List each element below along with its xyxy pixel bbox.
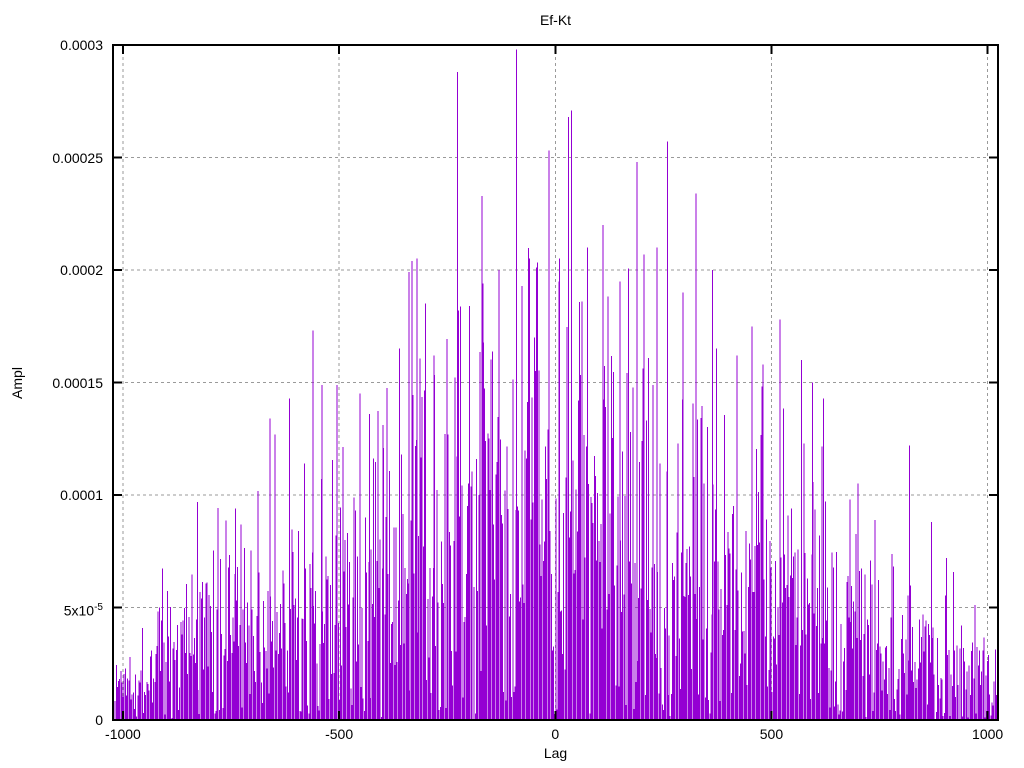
y-tick-label: 0.00025	[52, 149, 103, 166]
x-tick-label: 1000	[972, 726, 1004, 742]
y-tick-label: 0.0003	[60, 37, 103, 53]
impulse-peaks	[197, 49, 948, 720]
y-tick-label: 0	[95, 712, 103, 728]
chart-title: Ef-Kt	[539, 12, 572, 28]
x-tick-label: -1000	[105, 726, 141, 742]
y-tick-label: 5x10-5	[63, 601, 103, 619]
x-tick-label: -500	[325, 726, 354, 742]
x-tick-label: 0	[551, 726, 560, 742]
x-tick-label: 500	[759, 726, 784, 742]
x-axis-label: Lag	[543, 745, 568, 761]
y-tick-label: 0.0002	[60, 262, 103, 278]
impulse-series	[114, 248, 999, 720]
axis-ticks	[113, 44, 998, 721]
y-tick-label: 0.00015	[52, 374, 103, 391]
y-tick-label: 0.0001	[60, 487, 103, 503]
